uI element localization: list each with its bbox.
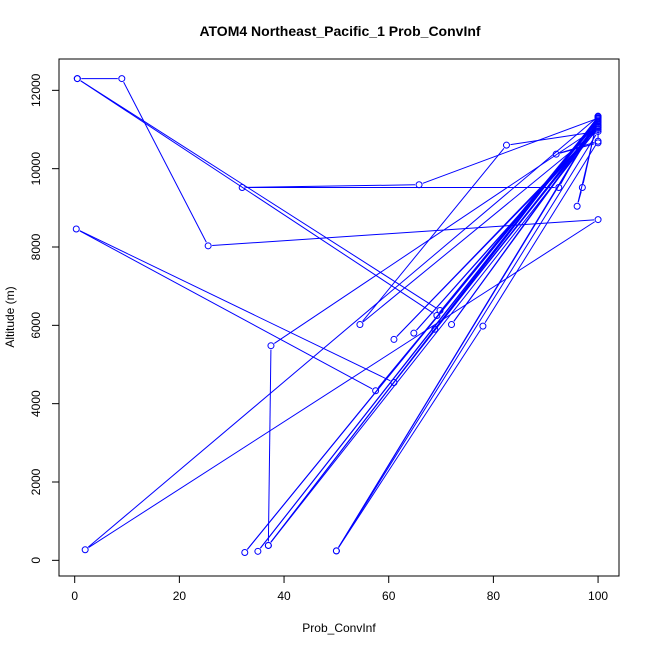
- x-tick-label: 20: [173, 589, 187, 603]
- y-tick-label: 0: [29, 557, 43, 564]
- series-segment: [396, 132, 596, 337]
- data-point: [81, 546, 89, 554]
- data-point: [254, 547, 262, 555]
- series-segment: [274, 128, 596, 344]
- data-point: [204, 242, 212, 250]
- data-point: [238, 183, 246, 191]
- data-point: [555, 183, 563, 191]
- data-point: [436, 306, 444, 314]
- y-tick-label: 6000: [29, 312, 43, 339]
- data-point: [72, 225, 80, 233]
- series-segment: [267, 349, 272, 542]
- series-segment: [510, 131, 595, 146]
- data-point: [73, 75, 81, 83]
- series-segment: [270, 130, 596, 543]
- y-tick-label: 10000: [29, 152, 43, 186]
- data-point: [594, 127, 602, 135]
- data-point: [390, 335, 398, 343]
- data-point: [410, 329, 418, 337]
- data-point: [241, 549, 249, 556]
- data-point: [594, 216, 602, 224]
- x-tick-label: 60: [382, 589, 396, 603]
- series-segment: [422, 119, 595, 184]
- series-segment: [439, 120, 596, 313]
- data-point: [332, 547, 340, 555]
- data-point: [372, 387, 380, 395]
- x-tick-label: 0: [71, 589, 78, 603]
- y-tick-label: 4000: [29, 390, 43, 417]
- series-segment: [577, 121, 598, 203]
- y-axis: 0 2000 4000 6000 8000 10000 12000: [29, 73, 59, 564]
- series-segment: [560, 119, 597, 185]
- data-point: [356, 321, 364, 329]
- series-segment: [362, 131, 596, 323]
- data-point: [573, 202, 581, 210]
- data-point: [578, 183, 586, 191]
- series-segment: [453, 126, 597, 322]
- x-tick-label: 80: [487, 589, 501, 603]
- series-segment: [338, 124, 597, 548]
- data-point: [594, 126, 602, 133]
- x-tick-label: 100: [588, 589, 608, 603]
- series-segment: [559, 143, 595, 154]
- y-tick-label: 2000: [29, 468, 43, 495]
- data-point: [264, 541, 272, 549]
- data-point: [390, 379, 398, 387]
- series-segment: [80, 80, 437, 309]
- x-axis-label: Prob_ConvInf: [302, 621, 376, 635]
- data-point: [431, 325, 439, 333]
- series-segment: [362, 147, 505, 322]
- series-segment: [79, 230, 373, 390]
- data-point: [267, 342, 275, 350]
- data-point: [415, 181, 423, 189]
- series-segment: [79, 230, 391, 382]
- series-segment: [88, 221, 595, 549]
- series-segment: [212, 219, 595, 247]
- data-point: [594, 114, 602, 122]
- x-axis: 0 20 40 60 80 100: [71, 576, 608, 603]
- series-segment: [123, 81, 207, 243]
- series-segment: [338, 134, 597, 548]
- plot-frame: [58, 58, 620, 577]
- series-segment: [484, 144, 597, 323]
- data-point: [502, 141, 510, 149]
- data-point: [433, 312, 441, 320]
- series-segment: [80, 80, 434, 314]
- y-axis-label: Altitude (m): [3, 286, 17, 347]
- data-point: [552, 150, 560, 158]
- series-segment: [259, 121, 596, 549]
- x-tick-label: 40: [277, 589, 291, 603]
- y-tick-label: 8000: [29, 233, 43, 260]
- data-point: [118, 75, 126, 83]
- data-point: [594, 139, 602, 147]
- series-segment: [436, 128, 596, 327]
- series-group: [72, 75, 602, 556]
- y-tick-label: 12000: [29, 73, 43, 107]
- data-point: [448, 321, 456, 329]
- data-point: [479, 322, 487, 330]
- chart-title: ATOM4 Northeast_Pacific_1 Prob_ConvInf: [199, 23, 480, 39]
- series-segment: [338, 329, 482, 548]
- series-segment: [87, 118, 596, 548]
